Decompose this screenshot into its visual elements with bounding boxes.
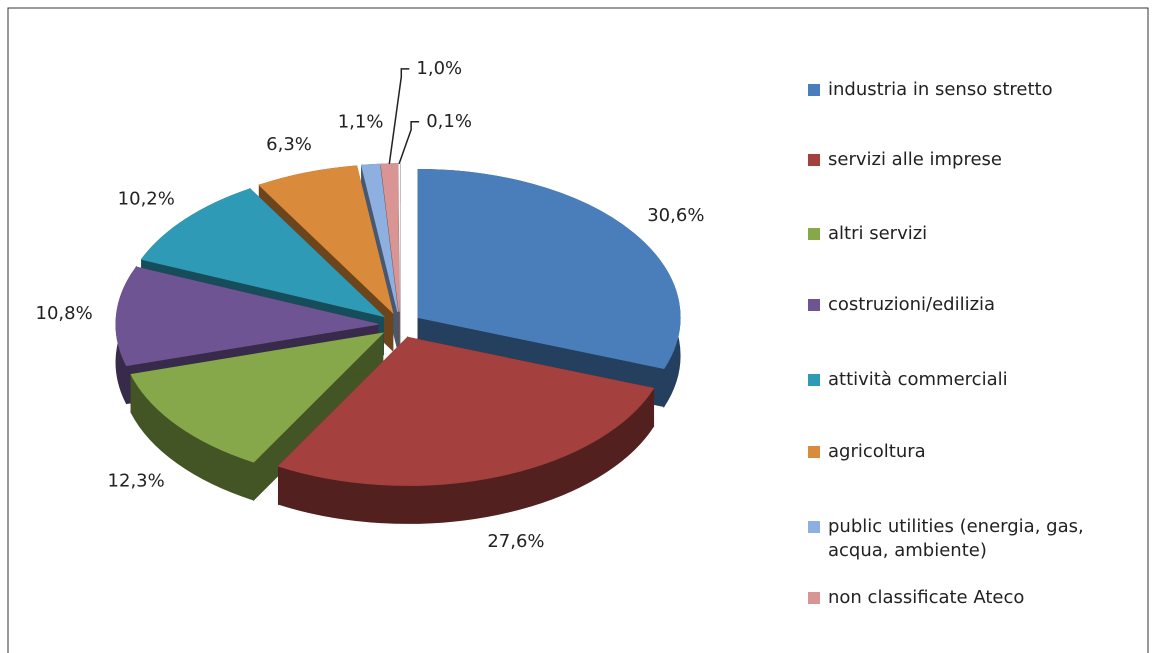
data-label: 10,8%: [36, 303, 93, 324]
legend-label: servizi alle imprese: [828, 149, 1002, 170]
leader-line: [388, 68, 410, 165]
legend-swatch: [808, 299, 820, 311]
data-label: 6,3%: [266, 134, 312, 155]
legend-swatch: [808, 374, 820, 386]
data-label: 30,6%: [647, 205, 704, 226]
legend-label: industria in senso stretto: [828, 79, 1053, 100]
frame: [7, 7, 1149, 653]
slice: [115, 266, 379, 367]
legend-label: non classificate Ateco: [828, 587, 1025, 608]
legend-item: servizi alle imprese: [808, 148, 1138, 172]
legend-item: attività commerciali: [808, 368, 1138, 392]
slice: [398, 163, 400, 312]
legend-swatch: [808, 592, 820, 604]
legend-label: public utilities (energia, gas, acqua, a…: [828, 516, 1084, 561]
legend-swatch: [808, 154, 820, 166]
legend-item: non classificate Ateco: [808, 586, 1138, 610]
data-label: 1,0%: [416, 58, 462, 79]
legend-item: costruzioni/edilizia: [808, 293, 1138, 317]
slice: [258, 165, 394, 315]
legend-item: public utilities (energia, gas, acqua, a…: [808, 515, 1138, 563]
legend-item: agricoltura: [808, 440, 1138, 464]
legend-label: costruzioni/edilizia: [828, 294, 996, 315]
data-label: 10,2%: [118, 189, 175, 210]
legend-swatch: [808, 84, 820, 96]
legend-item: industria in senso stretto: [808, 78, 1138, 102]
slice: [130, 332, 385, 463]
slice: [277, 336, 655, 486]
slice: [360, 163, 399, 312]
leader-line: [398, 121, 420, 165]
data-label: 12,3%: [108, 470, 165, 491]
legend-swatch: [808, 228, 820, 240]
legend-swatch: [808, 446, 820, 458]
legend-label: agricoltura: [828, 441, 926, 462]
data-label: 27,6%: [487, 531, 544, 552]
data-label: 0,1%: [426, 111, 472, 132]
legend-swatch: [808, 521, 820, 533]
legend-item: altri servizi: [808, 222, 1138, 246]
legend-label: altri servizi: [828, 223, 928, 244]
legend-label: attività commerciali: [828, 369, 1008, 390]
slice: [417, 168, 681, 370]
slice: [140, 188, 386, 318]
data-label: 1,1%: [338, 112, 384, 133]
